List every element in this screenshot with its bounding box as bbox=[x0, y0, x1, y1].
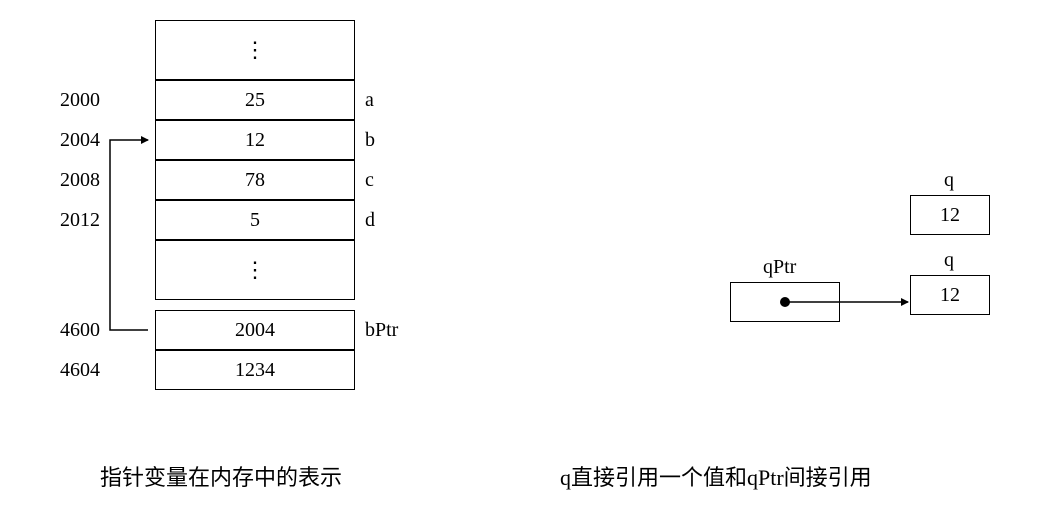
memory-row: 25 bbox=[155, 80, 355, 120]
memory-address-label: 2000 bbox=[20, 89, 100, 112]
memory-row: 5 bbox=[155, 200, 355, 240]
q-box-top: 12 bbox=[910, 195, 990, 235]
memory-address-label: 2008 bbox=[20, 169, 100, 192]
q-box-bottom: 12 bbox=[910, 275, 990, 315]
q-label-bottom: q bbox=[944, 249, 954, 272]
memory-value: 2004 bbox=[235, 320, 275, 340]
memory-row: 2004 bbox=[155, 310, 355, 350]
memory-value: 25 bbox=[245, 90, 265, 110]
memory-variable-label: d bbox=[365, 209, 375, 232]
qptr-caption: q直接引用一个值和qPtr间接引用 bbox=[560, 460, 872, 492]
memory-value: 12 bbox=[245, 130, 265, 150]
memory-variable-label: c bbox=[365, 169, 374, 192]
memory-row: 78 bbox=[155, 160, 355, 200]
memory-row: 12 bbox=[155, 120, 355, 160]
memory-value: 1234 bbox=[235, 360, 275, 380]
memory-address-label: 2012 bbox=[20, 209, 100, 232]
memory-ellipsis-row: ⋮ bbox=[155, 240, 355, 300]
memory-address-label: 2004 bbox=[20, 129, 100, 152]
memory-variable-label: bPtr bbox=[365, 319, 398, 342]
memory-variable-label: b bbox=[365, 129, 375, 152]
memory-row: 1234 bbox=[155, 350, 355, 390]
memory-address-label: 4600 bbox=[20, 319, 100, 342]
memory-address-label: 4604 bbox=[20, 359, 100, 382]
qptr-box bbox=[730, 282, 840, 322]
vertical-ellipsis-icon: ⋮ bbox=[244, 259, 266, 281]
memory-variable-label: a bbox=[365, 89, 374, 112]
memory-ellipsis-row: ⋮ bbox=[155, 20, 355, 80]
qptr-label: qPtr bbox=[763, 256, 796, 279]
q-label-top: q bbox=[944, 169, 954, 192]
canvas: ⋮ 2000 a 25 2004 b 12 2008 c 78 2012 d 5 ⋮ 4600 bPtr 200… bbox=[0, 0, 1059, 524]
memory-caption: 指针变量在内存中的表示 bbox=[100, 460, 342, 492]
vertical-ellipsis-icon: ⋮ bbox=[244, 39, 266, 61]
memory-value: 78 bbox=[245, 170, 265, 190]
memory-value: 5 bbox=[250, 210, 260, 230]
